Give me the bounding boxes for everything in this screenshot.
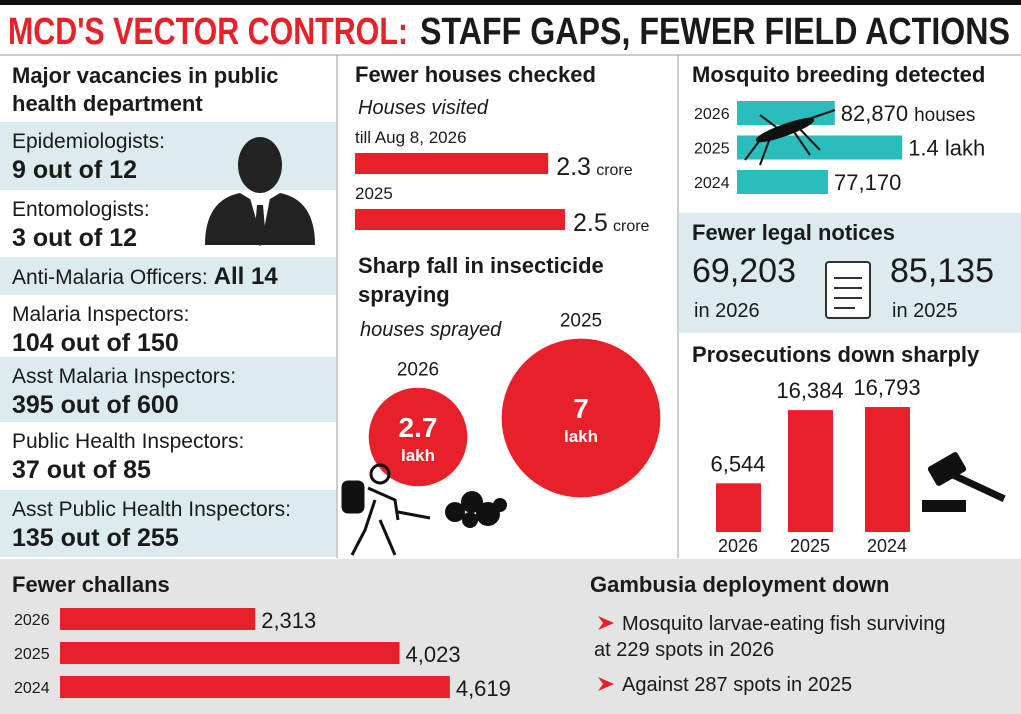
- count: 37 out of 85: [12, 456, 151, 484]
- subtitle: Houses visited: [358, 97, 489, 119]
- bar: [60, 608, 256, 630]
- section-title: Mosquito breeding detected: [692, 62, 985, 87]
- count: 395 out of 600: [12, 391, 179, 419]
- top-rule: [0, 0, 1021, 5]
- section-title: Major vacancies in public: [12, 63, 279, 88]
- category: till Aug 8, 2026: [355, 128, 467, 147]
- value-label: 2,313: [261, 608, 316, 633]
- count: 104 out of 150: [12, 329, 179, 357]
- role: Epidemiologists:: [12, 130, 165, 153]
- value-label: 16,793: [853, 375, 920, 400]
- bullet-arrow: [598, 616, 614, 630]
- bar: [788, 410, 833, 532]
- value-label: 2.5: [573, 209, 608, 237]
- bar: [60, 642, 400, 664]
- unit: lakh: [401, 446, 435, 465]
- value-label: 2.7: [399, 412, 438, 443]
- unit: crore: [596, 162, 633, 179]
- category: 2026: [694, 106, 730, 123]
- value-label: 4,023: [406, 642, 461, 667]
- unit: houses: [914, 105, 975, 126]
- bar: [60, 676, 450, 698]
- subtitle: houses sprayed: [360, 319, 502, 341]
- category: 2025: [14, 646, 50, 663]
- category: 2025: [790, 536, 830, 556]
- sprayer-icon: [341, 463, 431, 556]
- value-label: 16,384: [776, 378, 843, 403]
- category: 2024: [14, 680, 50, 697]
- bar: [716, 483, 761, 532]
- category: 2026: [397, 360, 439, 381]
- section-title: Sharp fall in insecticide: [358, 253, 604, 278]
- category: 2025: [560, 311, 602, 332]
- vacancies: Major vacancies in public health departme…: [0, 63, 336, 557]
- bar: [355, 209, 565, 230]
- bullet-text: Mosquito larvae-eating fish surviving: [622, 613, 946, 635]
- section-title: Fewer houses checked: [355, 62, 596, 87]
- category: 2026: [14, 612, 50, 629]
- role: Malaria Inspectors:: [12, 303, 189, 326]
- bar: [737, 101, 835, 125]
- category: 2024: [867, 536, 907, 556]
- bullet-text: Against 287 spots in 2025: [622, 674, 852, 696]
- person-icon: [205, 137, 315, 246]
- section-title: Gambusia deployment down: [590, 572, 889, 597]
- bullet-text: at 229 spots in 2026: [594, 639, 774, 661]
- notice-count: 69,203: [692, 252, 796, 290]
- section-title: spraying: [358, 282, 450, 307]
- title-rest: STAFF GAPS, FEWER FIELD ACTIONS: [420, 11, 1010, 53]
- unit: lakh: [564, 427, 598, 446]
- count: 3 out of 12: [12, 224, 137, 252]
- charts: Fewer houses checked Houses visited till A…: [12, 62, 994, 701]
- section-title: Fewer challans: [12, 572, 170, 597]
- count: All 14: [214, 263, 279, 290]
- role: Anti-Malaria Officers:: [12, 266, 208, 289]
- value-label: 77,170: [834, 170, 901, 195]
- row-band: [0, 257, 336, 295]
- bar: [355, 153, 549, 174]
- category: 2025: [355, 184, 393, 203]
- unit: crore: [613, 218, 650, 235]
- role: Public Health Inspectors:: [12, 430, 244, 453]
- gavel-icon: [922, 452, 1006, 512]
- role: Asst Malaria Inspectors:: [12, 365, 236, 388]
- value-label: 82,870: [841, 101, 908, 126]
- notice-year: in 2026: [694, 300, 760, 322]
- notice-count: 85,135: [890, 252, 994, 290]
- role: Entomologists:: [12, 198, 150, 221]
- bubble: [368, 387, 468, 487]
- row-band: [0, 357, 336, 422]
- smoke-icon: [445, 491, 507, 528]
- value-label: 7: [573, 393, 589, 424]
- notice-year: in 2025: [892, 300, 958, 322]
- category: 2026: [718, 536, 758, 556]
- title-lead: MCD'S VECTOR CONTROL:: [8, 11, 408, 53]
- category: 2024: [694, 175, 730, 192]
- bar: [865, 407, 910, 532]
- bar: [737, 170, 829, 194]
- mosquito-icon: [744, 109, 836, 166]
- role: Asst Public Health Inspectors:: [12, 498, 291, 521]
- bullet-arrow: [598, 677, 614, 691]
- document-icon: [825, 261, 871, 319]
- value-label: 1.4 lakh: [908, 136, 985, 161]
- value-label: 6,544: [710, 451, 765, 476]
- section-title: Fewer legal notices: [692, 220, 895, 245]
- value-label: 4,619: [456, 676, 511, 701]
- section-title: Prosecutions down sharply: [692, 342, 980, 367]
- value-label: 2.3: [556, 153, 591, 181]
- section-title: health department: [12, 91, 203, 116]
- count: 135 out of 255: [12, 524, 179, 552]
- bubble: [501, 338, 661, 498]
- count: 9 out of 12: [12, 156, 137, 184]
- row-band: [0, 490, 336, 557]
- category: 2025: [694, 141, 730, 158]
